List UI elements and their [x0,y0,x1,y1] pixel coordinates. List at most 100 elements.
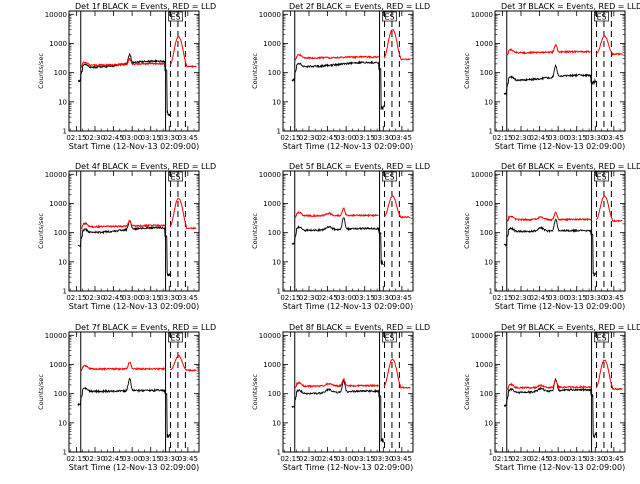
lld-series-line [506,211,592,222]
x-tick-label: 03:45 [392,134,412,142]
plot-frame [68,10,200,132]
detector-panel-4: Det 4f BLACK = Events, RED = LLD 1 10 100 10… [37,162,216,311]
x-tick-label: 03:45 [178,455,198,463]
x-tick-label: 03:45 [392,294,412,302]
lld-series-line [506,43,591,56]
y-tick-label: 10 [484,258,493,266]
marker-label-box [382,11,397,22]
x-tick-label: 02:15 [492,294,512,302]
y-tick-label: 1 [489,128,493,136]
panel-title: Det 1f BLACK = Events, RED = LLD [75,2,216,11]
y-tick-label: 100 [268,390,281,398]
x-tick-label: 02:30 [85,294,105,302]
plot-frame [68,170,200,292]
y-tick-label: 1000 [49,40,67,48]
x-tick-label: 03:15 [141,455,161,463]
marker-label: ES [596,334,606,343]
marker-label: ES [384,13,394,22]
marker-label: ES [170,334,180,343]
x-tick-label: 03:00 [548,134,568,142]
x-tick-label: 03:15 [567,455,587,463]
lld-series-line [294,53,379,61]
x-axis-label: Start Time (12-Nov-13 02:09:00) [283,142,413,151]
x-tick-label: 02:30 [85,134,105,142]
plot-frame [282,10,414,132]
lld-series-line [80,361,166,372]
y-tick-label: 10 [272,258,281,266]
events-series-line [503,218,597,277]
y-tick-label: 1 [277,449,281,457]
events-series-line [503,63,597,96]
y-tick-label: 10000 [259,11,281,19]
x-tick-label: 03:30 [159,455,179,463]
panel-title: Det 5f BLACK = Events, RED = LLD [289,162,430,171]
lld-series-line [383,358,411,390]
y-tick-label: 100 [54,69,67,77]
y-tick-label: 10000 [259,171,281,179]
x-tick-label: 03:30 [373,294,393,302]
detector-panel-9: Det 9f BLACK = Events, RED = LLD 1 10 100 10… [463,323,640,472]
marker-label-box [168,11,183,22]
lld-series-line [384,195,411,219]
x-tick-label: 03:45 [604,294,624,302]
plot-frame [68,331,200,453]
detector-panel-6: Det 6f BLACK = Events, RED = LLD 1 10 100 10… [463,162,640,311]
x-tick-label: 03:30 [373,455,393,463]
x-tick-label: 03:30 [585,134,605,142]
panel-title: Det 9f BLACK = Events, RED = LLD [501,323,640,332]
x-tick-label: 03:00 [336,134,356,142]
lld-series-line [294,206,379,219]
y-tick-label: 1000 [263,200,281,208]
plot-frame [494,170,626,292]
lld-series-line [595,359,623,391]
events-series-line [291,379,384,443]
x-axis-label: Start Time (12-Nov-13 02:09:00) [283,463,413,472]
y-tick-label: 10 [272,98,281,106]
x-tick-label: 03:45 [178,134,198,142]
plot-frame [494,10,626,132]
y-tick-label: 10000 [45,11,67,19]
y-tick-label: 10000 [45,171,67,179]
marker-label: ES [384,334,394,343]
lld-series-line [80,57,166,69]
x-tick-label: 03:30 [159,294,179,302]
y-tick-label: 10000 [471,332,493,340]
detector-panel-1: Det 1f BLACK = Events, RED = LLD 1 10 100 10… [37,2,216,151]
x-tick-label: 03:30 [373,134,393,142]
x-tick-label: 03:00 [548,294,568,302]
y-tick-label: 10 [484,419,493,427]
y-tick-label: 1000 [49,361,67,369]
x-tick-label: 02:30 [299,134,319,142]
x-tick-label: 02:15 [66,455,86,463]
x-tick-label: 02:45 [317,134,337,142]
lld-series-line [170,354,197,373]
x-tick-label: 02:45 [103,134,123,142]
y-tick-label: 1 [63,288,67,296]
y-tick-label: 1 [63,128,67,136]
events-series-line [77,53,171,117]
marker-label-box [168,332,183,343]
x-tick-label: 02:45 [317,455,337,463]
x-axis-label: Start Time (12-Nov-13 02:09:00) [495,142,625,151]
events-series-line [77,377,171,439]
panel-title: Det 8f BLACK = Events, RED = LLD [289,323,430,332]
marker-label: ES [596,13,606,22]
x-tick-label: 03:45 [604,455,624,463]
plot-frame [282,331,414,453]
x-tick-label: 02:15 [280,134,300,142]
marker-label: ES [596,173,606,182]
y-tick-label: 100 [54,229,67,237]
x-tick-label: 03:15 [141,134,161,142]
y-axis-label: Counts/sec [251,213,259,249]
panel-title: Det 3f BLACK = Events, RED = LLD [501,2,640,11]
y-tick-label: 10000 [45,332,67,340]
x-axis-label: Start Time (12-Nov-13 02:09:00) [495,463,625,472]
x-tick-label: 02:45 [103,294,123,302]
y-tick-label: 1 [489,449,493,457]
y-tick-label: 1 [489,288,493,296]
lld-series-line [595,194,623,223]
x-tick-label: 02:45 [103,455,123,463]
events-series-line [291,60,384,111]
marker-label: ES [384,173,394,182]
